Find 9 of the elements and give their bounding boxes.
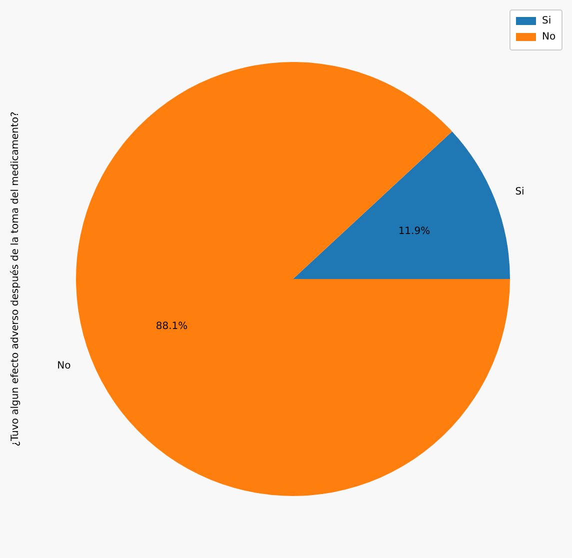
legend-label: No	[542, 32, 556, 42]
pie-slice	[76, 62, 510, 496]
slice-label: No	[57, 360, 71, 372]
legend-label: Si	[542, 16, 552, 26]
text: ¿Tuvo algun efecto adverso después de la toma del medicamento?	[10, 112, 21, 446]
data-label: 88.1%	[156, 321, 188, 332]
pie-slice	[293, 131, 510, 279]
data-label: 11.9%	[398, 226, 430, 237]
slice-label: Si	[515, 186, 524, 198]
